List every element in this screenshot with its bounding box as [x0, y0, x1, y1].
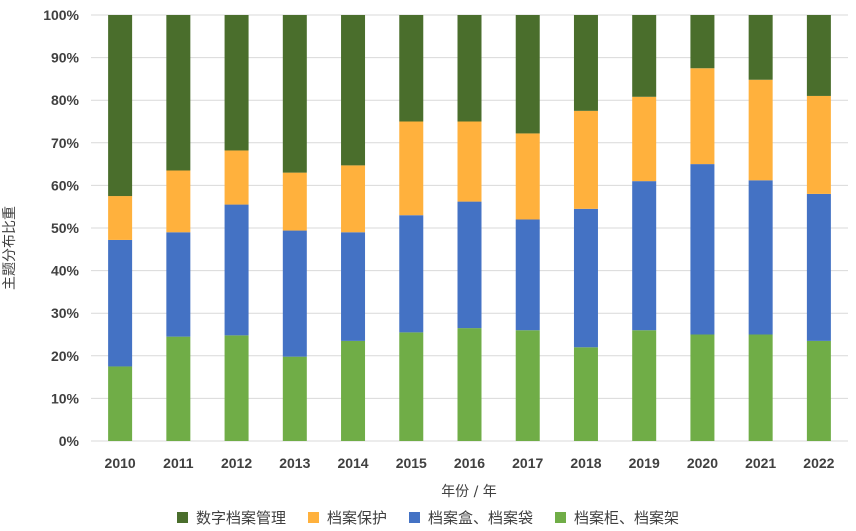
bar-segment	[108, 15, 133, 197]
x-tick-label: 2020	[687, 455, 718, 471]
bar-segment	[399, 121, 424, 216]
legend-swatch	[176, 511, 188, 523]
bar-segment	[224, 204, 249, 336]
bar-segment	[690, 334, 715, 441]
y-axis-title: 主题分布比重	[2, 206, 18, 290]
y-tick-label: 70%	[51, 135, 80, 151]
bar-segment	[282, 172, 307, 231]
bar-segment	[515, 219, 540, 331]
bar-segment	[632, 15, 657, 97]
bar-segment	[166, 15, 191, 171]
bar-segment	[573, 110, 598, 209]
legend-label: 档案盒、档案袋	[428, 508, 534, 527]
stacked-bar-chart: 0%10%20%30%40%50%60%70%80%90%100% 2010 20…	[2, 7, 848, 500]
y-axis-ticks: 0% 10% 20% 30% 40% 50% 60% 70% 80% 90% 100%	[43, 7, 79, 449]
bar-segment	[690, 15, 715, 69]
bar-segment	[515, 330, 540, 441]
legend-label: 档案保护	[326, 508, 387, 527]
legend-swatch	[307, 511, 319, 523]
bar-segment	[806, 15, 831, 96]
bar-segment	[224, 335, 249, 441]
bar-segment	[806, 340, 831, 441]
bar-segment	[399, 15, 424, 122]
bar-segment	[573, 208, 598, 348]
y-tick-label: 60%	[51, 177, 80, 193]
bar-segment	[282, 356, 307, 441]
x-tick-label: 2017	[512, 455, 543, 471]
x-axis-title: 年份 / 年	[441, 484, 497, 500]
legend-label: 数字档案管理	[195, 508, 286, 527]
legend-item: 档案保护	[307, 507, 387, 528]
y-tick-label: 80%	[51, 92, 80, 108]
legend-item: 档案柜、档案架	[555, 507, 679, 528]
bar-segment	[166, 232, 191, 337]
x-tick-label: 2015	[396, 455, 427, 471]
x-tick-label: 2013	[279, 455, 310, 471]
x-tick-label: 2014	[337, 455, 368, 471]
bar-segment	[457, 121, 482, 202]
y-tick-label: 20%	[51, 348, 80, 364]
bar-segment	[341, 15, 366, 166]
legend-swatch	[555, 511, 567, 523]
bar-segment	[748, 180, 773, 335]
x-tick-label: 2010	[105, 455, 136, 471]
bar-segment	[632, 330, 657, 441]
x-tick-label: 2019	[629, 455, 660, 471]
bar-segment	[341, 340, 366, 441]
bar-segment	[166, 336, 191, 441]
bar-segment	[282, 230, 307, 357]
bars	[108, 15, 831, 441]
bar-segment	[632, 181, 657, 331]
bar-segment	[224, 150, 249, 205]
bar-segment	[515, 15, 540, 134]
bar-segment	[515, 133, 540, 220]
y-tick-label: 100%	[43, 7, 79, 23]
bar-segment	[224, 15, 249, 151]
bar-segment	[399, 215, 424, 333]
y-tick-label: 30%	[51, 305, 80, 321]
y-tick-label: 40%	[51, 263, 80, 279]
legend-item: 档案盒、档案袋	[409, 507, 533, 528]
y-tick-label: 0%	[59, 433, 80, 449]
bar-segment	[108, 239, 133, 367]
bar-segment	[690, 68, 715, 165]
bar-segment	[166, 170, 191, 233]
legend-item: 数字档案管理	[176, 507, 286, 528]
x-tick-label: 2021	[745, 455, 776, 471]
legend-label: 档案柜、档案架	[574, 508, 680, 527]
bar-segment	[108, 196, 133, 240]
bar-segment	[573, 15, 598, 111]
y-tick-label: 90%	[51, 50, 80, 66]
bar-segment	[399, 332, 424, 441]
bar-segment	[457, 15, 482, 122]
y-tick-label: 50%	[51, 220, 80, 236]
bar-segment	[108, 366, 133, 441]
y-tick-label: 10%	[51, 390, 80, 406]
x-tick-label: 2012	[221, 455, 252, 471]
bar-segment	[573, 347, 598, 441]
bar-segment	[457, 328, 482, 441]
legend: 数字档案管理 档案保护 档案盒、档案袋 档案柜、档案架	[0, 506, 856, 528]
x-axis-ticks: 2010 2011 2012 2013 2014 2015 2016 2017 2018 2019…	[105, 455, 835, 471]
bar-segment	[806, 193, 831, 341]
bar-segment	[341, 165, 366, 233]
x-tick-label: 2022	[803, 455, 834, 471]
legend-swatch	[409, 511, 420, 523]
bar-segment	[690, 164, 715, 335]
bar-segment	[341, 232, 366, 341]
bar-segment	[748, 15, 773, 80]
bar-segment	[632, 96, 657, 182]
bar-segment	[806, 95, 831, 194]
bar-segment	[457, 201, 482, 329]
bar-segment	[748, 79, 773, 181]
x-tick-label: 2016	[454, 455, 485, 471]
bar-segment	[282, 15, 307, 173]
x-tick-label: 2011	[163, 455, 194, 471]
x-tick-label: 2018	[570, 455, 601, 471]
bar-segment	[748, 334, 773, 441]
